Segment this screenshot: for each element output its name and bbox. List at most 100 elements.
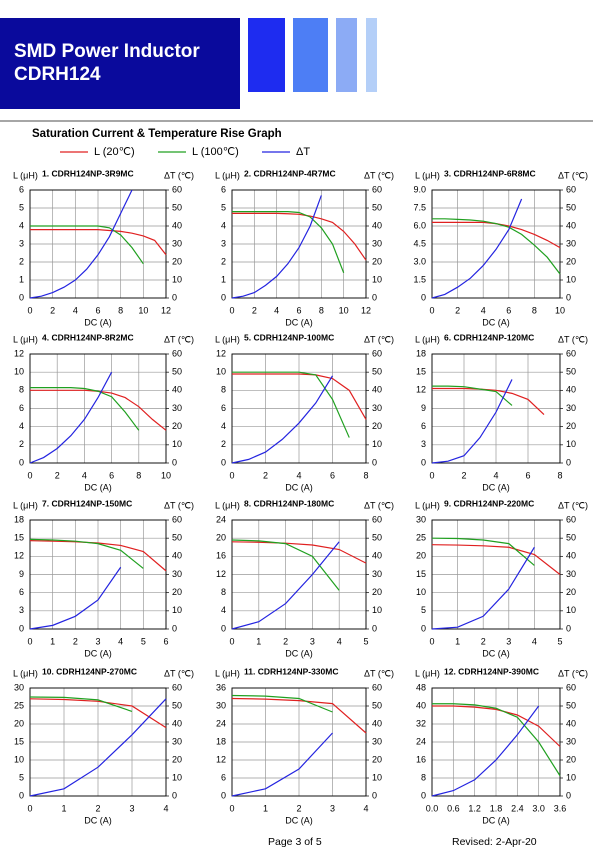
y-tick-label: 20: [416, 551, 426, 561]
y-tick-label: 40: [416, 700, 426, 710]
y-tick-label: 36: [216, 682, 226, 692]
y-tick-label: 6: [19, 184, 24, 194]
x-tick-label: 4: [296, 470, 301, 480]
y2-tick-label: 10: [172, 772, 182, 782]
x-tick-label: 4: [274, 305, 279, 315]
y2-tick-label: 40: [172, 385, 182, 395]
y-tick-label: 0: [19, 457, 24, 467]
y-tick-label: 24: [216, 718, 226, 728]
y2-tick-label: 60: [372, 514, 382, 524]
y2-tick-label: 20: [566, 587, 576, 597]
y-tick-label: 7.5: [413, 202, 426, 212]
y2-tick-label: 40: [372, 551, 382, 561]
x-tick-label: 8: [532, 305, 537, 315]
y2-tick-label: 60: [172, 184, 182, 194]
chart: 8. CDRH124NP-180MC L (μH) ΔT (℃) DC (A) 0 4 8 1…: [215, 498, 394, 658]
x-tick-label: 1: [263, 803, 268, 813]
x-tick-label: 2: [252, 305, 257, 315]
y2-tick-label: 40: [372, 220, 382, 230]
chart-title: 5. CDRH124NP-100MC: [244, 332, 334, 342]
y2-tick-label: 10: [566, 274, 576, 284]
plot-frame: [231, 353, 367, 464]
y2-tick-label: 20: [172, 256, 182, 266]
plot-frame: [29, 353, 167, 464]
y2-tick-label: 50: [566, 367, 576, 377]
y2-tick-label: 60: [566, 514, 576, 524]
chart: 10. CDRH124NP-270MC L (μH) ΔT (℃) DC (A) 0 5 1…: [13, 666, 194, 825]
x-tick-label: 3: [506, 636, 511, 646]
y2-tick-label: 20: [172, 754, 182, 764]
y-tick-label: 3: [221, 238, 226, 248]
x-tick-label: 2: [481, 636, 486, 646]
x-tick-label: 0: [429, 470, 434, 480]
series-line: [432, 387, 545, 415]
y2-tick-label: 30: [566, 569, 576, 579]
series-line: [231, 539, 340, 591]
series-line: [29, 696, 133, 712]
y-axis-label: L (μH): [415, 334, 440, 344]
y-tick-label: 18: [14, 514, 24, 524]
y-tick-label: 10: [14, 754, 24, 764]
x-tick-label: 1.2: [468, 803, 481, 813]
x-tick-label: 6: [506, 305, 511, 315]
plot-frame: [231, 519, 367, 630]
x-tick-label: 10: [161, 470, 171, 480]
x-tick-label: 2.4: [511, 803, 524, 813]
x-tick-label: 2: [461, 470, 466, 480]
y2-axis-label: ΔT (℃): [558, 170, 588, 180]
y-tick-label: 6: [221, 184, 226, 194]
y-tick-label: 24: [216, 514, 226, 524]
chart-title: 8. CDRH124NP-180MC: [244, 498, 334, 508]
y-tick-label: 0: [19, 790, 24, 800]
x-tick-label: 1: [61, 803, 66, 813]
x-tick-label: 3.6: [554, 803, 567, 813]
x-tick-label: 4: [532, 636, 537, 646]
y2-tick-label: 0: [566, 623, 571, 633]
x-tick-label: 1: [256, 636, 261, 646]
x-tick-label: 4: [493, 470, 498, 480]
y-tick-label: 6: [221, 772, 226, 782]
y-tick-label: 10: [416, 587, 426, 597]
x-tick-label: 3: [310, 636, 315, 646]
x-tick-label: 0: [229, 470, 234, 480]
series-line: [232, 212, 367, 261]
y2-tick-label: 20: [172, 421, 182, 431]
y2-tick-label: 10: [172, 439, 182, 449]
y2-tick-label: 30: [172, 238, 182, 248]
x-tick-label: 2: [95, 803, 100, 813]
y2-tick-label: 30: [172, 569, 182, 579]
y-tick-label: 0: [19, 292, 24, 302]
y2-axis-label: ΔT (℃): [558, 500, 588, 510]
y2-axis-label: ΔT (℃): [164, 500, 194, 510]
plot-frame: [29, 687, 167, 797]
y-axis-label: L (μH): [415, 170, 440, 180]
y2-tick-label: 10: [566, 772, 576, 782]
y2-tick-label: 60: [566, 348, 576, 358]
series-line: [432, 385, 513, 406]
x-tick-label: 8: [136, 470, 141, 480]
plot-frame: [29, 519, 167, 630]
x-tick-label: 6: [95, 305, 100, 315]
chart: 11. CDRH124NP-330MC L (μH) ΔT (℃) DC (A) 0 6 1…: [215, 666, 394, 825]
header-stripe: [366, 18, 377, 92]
y-tick-label: 5: [19, 202, 24, 212]
x-axis-label: DC (A): [285, 648, 313, 658]
y2-tick-label: 20: [372, 421, 382, 431]
y2-axis-label: ΔT (℃): [364, 170, 394, 180]
chart-title: 6. CDRH124NP-120MC: [444, 332, 534, 342]
y2-tick-label: 10: [566, 605, 576, 615]
series-line: [29, 566, 122, 630]
series-line: [431, 537, 535, 566]
x-tick-label: 0: [429, 305, 434, 315]
x-tick-label: 4: [363, 803, 368, 813]
chart-title: 7. CDRH124NP-150MC: [42, 498, 132, 508]
y2-tick-label: 40: [172, 718, 182, 728]
y2-tick-label: 0: [566, 292, 571, 302]
y2-tick-label: 30: [566, 238, 576, 248]
y-tick-label: 3: [19, 238, 24, 248]
y-tick-label: 0: [421, 292, 426, 302]
y2-tick-label: 30: [172, 403, 182, 413]
